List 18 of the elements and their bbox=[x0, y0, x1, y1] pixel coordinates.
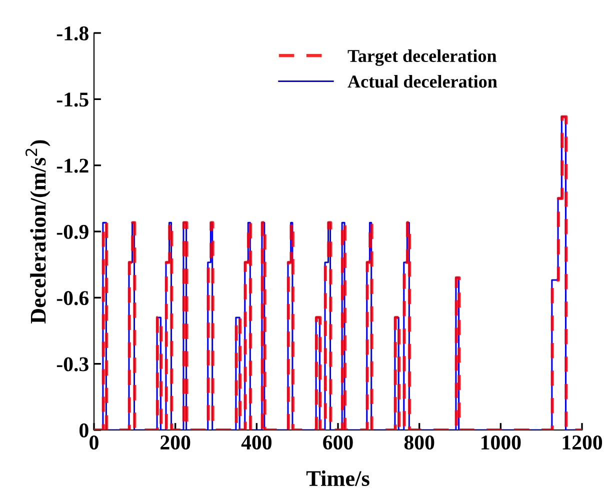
y-tick-label: -1.2 bbox=[56, 158, 88, 173]
y-tick-label: -0.3 bbox=[56, 357, 88, 372]
y-tick-label: -1.5 bbox=[56, 92, 88, 107]
y-axis-title: Deceleration/(m/s$^{2}$) bbox=[25, 140, 50, 324]
legend-label: Target deceleration bbox=[348, 49, 496, 66]
x-tick-label: 200 bbox=[160, 435, 190, 450]
x-tick-label: 0 bbox=[90, 435, 98, 450]
x-tick-label: 400 bbox=[241, 435, 272, 450]
x-axis-title: Time/s bbox=[306, 470, 370, 486]
y-tick-label: 0 bbox=[80, 423, 88, 438]
legend-label: Actual deceleration bbox=[348, 75, 498, 88]
x-tick-label: 1200 bbox=[562, 435, 602, 450]
x-tick-label: 800 bbox=[404, 435, 434, 450]
x-tick-label: 600 bbox=[323, 435, 353, 450]
y-tick-label: -0.9 bbox=[56, 224, 88, 240]
y-tick-label: -0.6 bbox=[56, 291, 89, 306]
x-tick-label: 1000 bbox=[482, 435, 521, 450]
y-tick-label: -1.8 bbox=[56, 26, 88, 41]
